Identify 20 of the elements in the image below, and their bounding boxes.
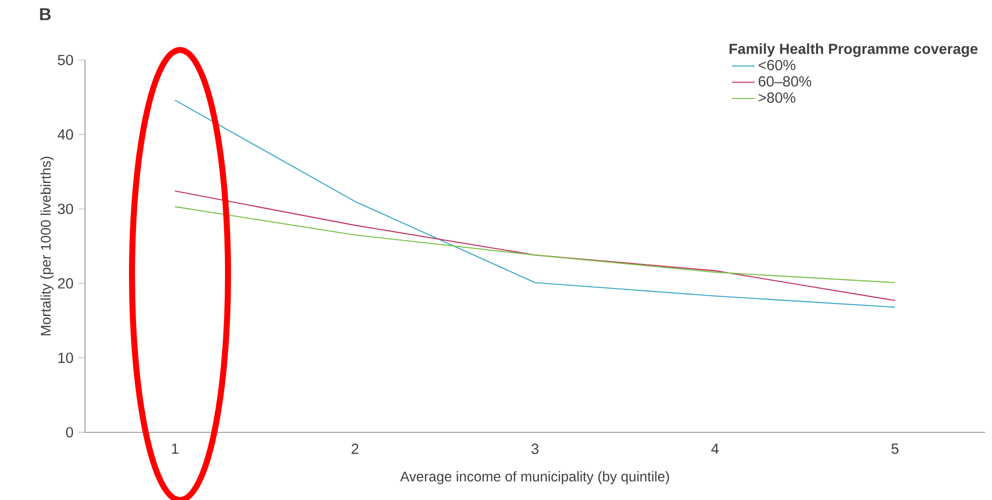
x-tick-label: 3	[531, 444, 538, 454]
y-tick-label: 0	[66, 427, 74, 438]
y-tick-label: 40	[58, 129, 74, 140]
legend-label: <60%	[758, 60, 796, 70]
x-tick-label: 1	[172, 444, 178, 454]
x-axis-title: Average income of municipality (by quintile)	[400, 471, 669, 484]
y-tick-label: 20	[58, 278, 74, 289]
line-series	[174, 206, 896, 284]
legend-title: Family Health Programme coverage	[730, 43, 978, 58]
legend-label: >80%	[758, 92, 796, 103]
y-axis-title: Mortality (per 1000 livebirths)	[40, 156, 54, 336]
x-tick-label: 2	[352, 444, 358, 454]
legend-label: 60–80%	[758, 76, 812, 87]
chart-title: B	[40, 8, 51, 20]
y-tick-label: 50	[58, 54, 74, 66]
y-tick-label: 10	[58, 352, 74, 364]
x-tick-label: 4	[711, 444, 719, 454]
x-tick-label: 5	[892, 444, 898, 454]
y-tick-label: 30	[58, 204, 74, 214]
line-series	[174, 190, 896, 302]
